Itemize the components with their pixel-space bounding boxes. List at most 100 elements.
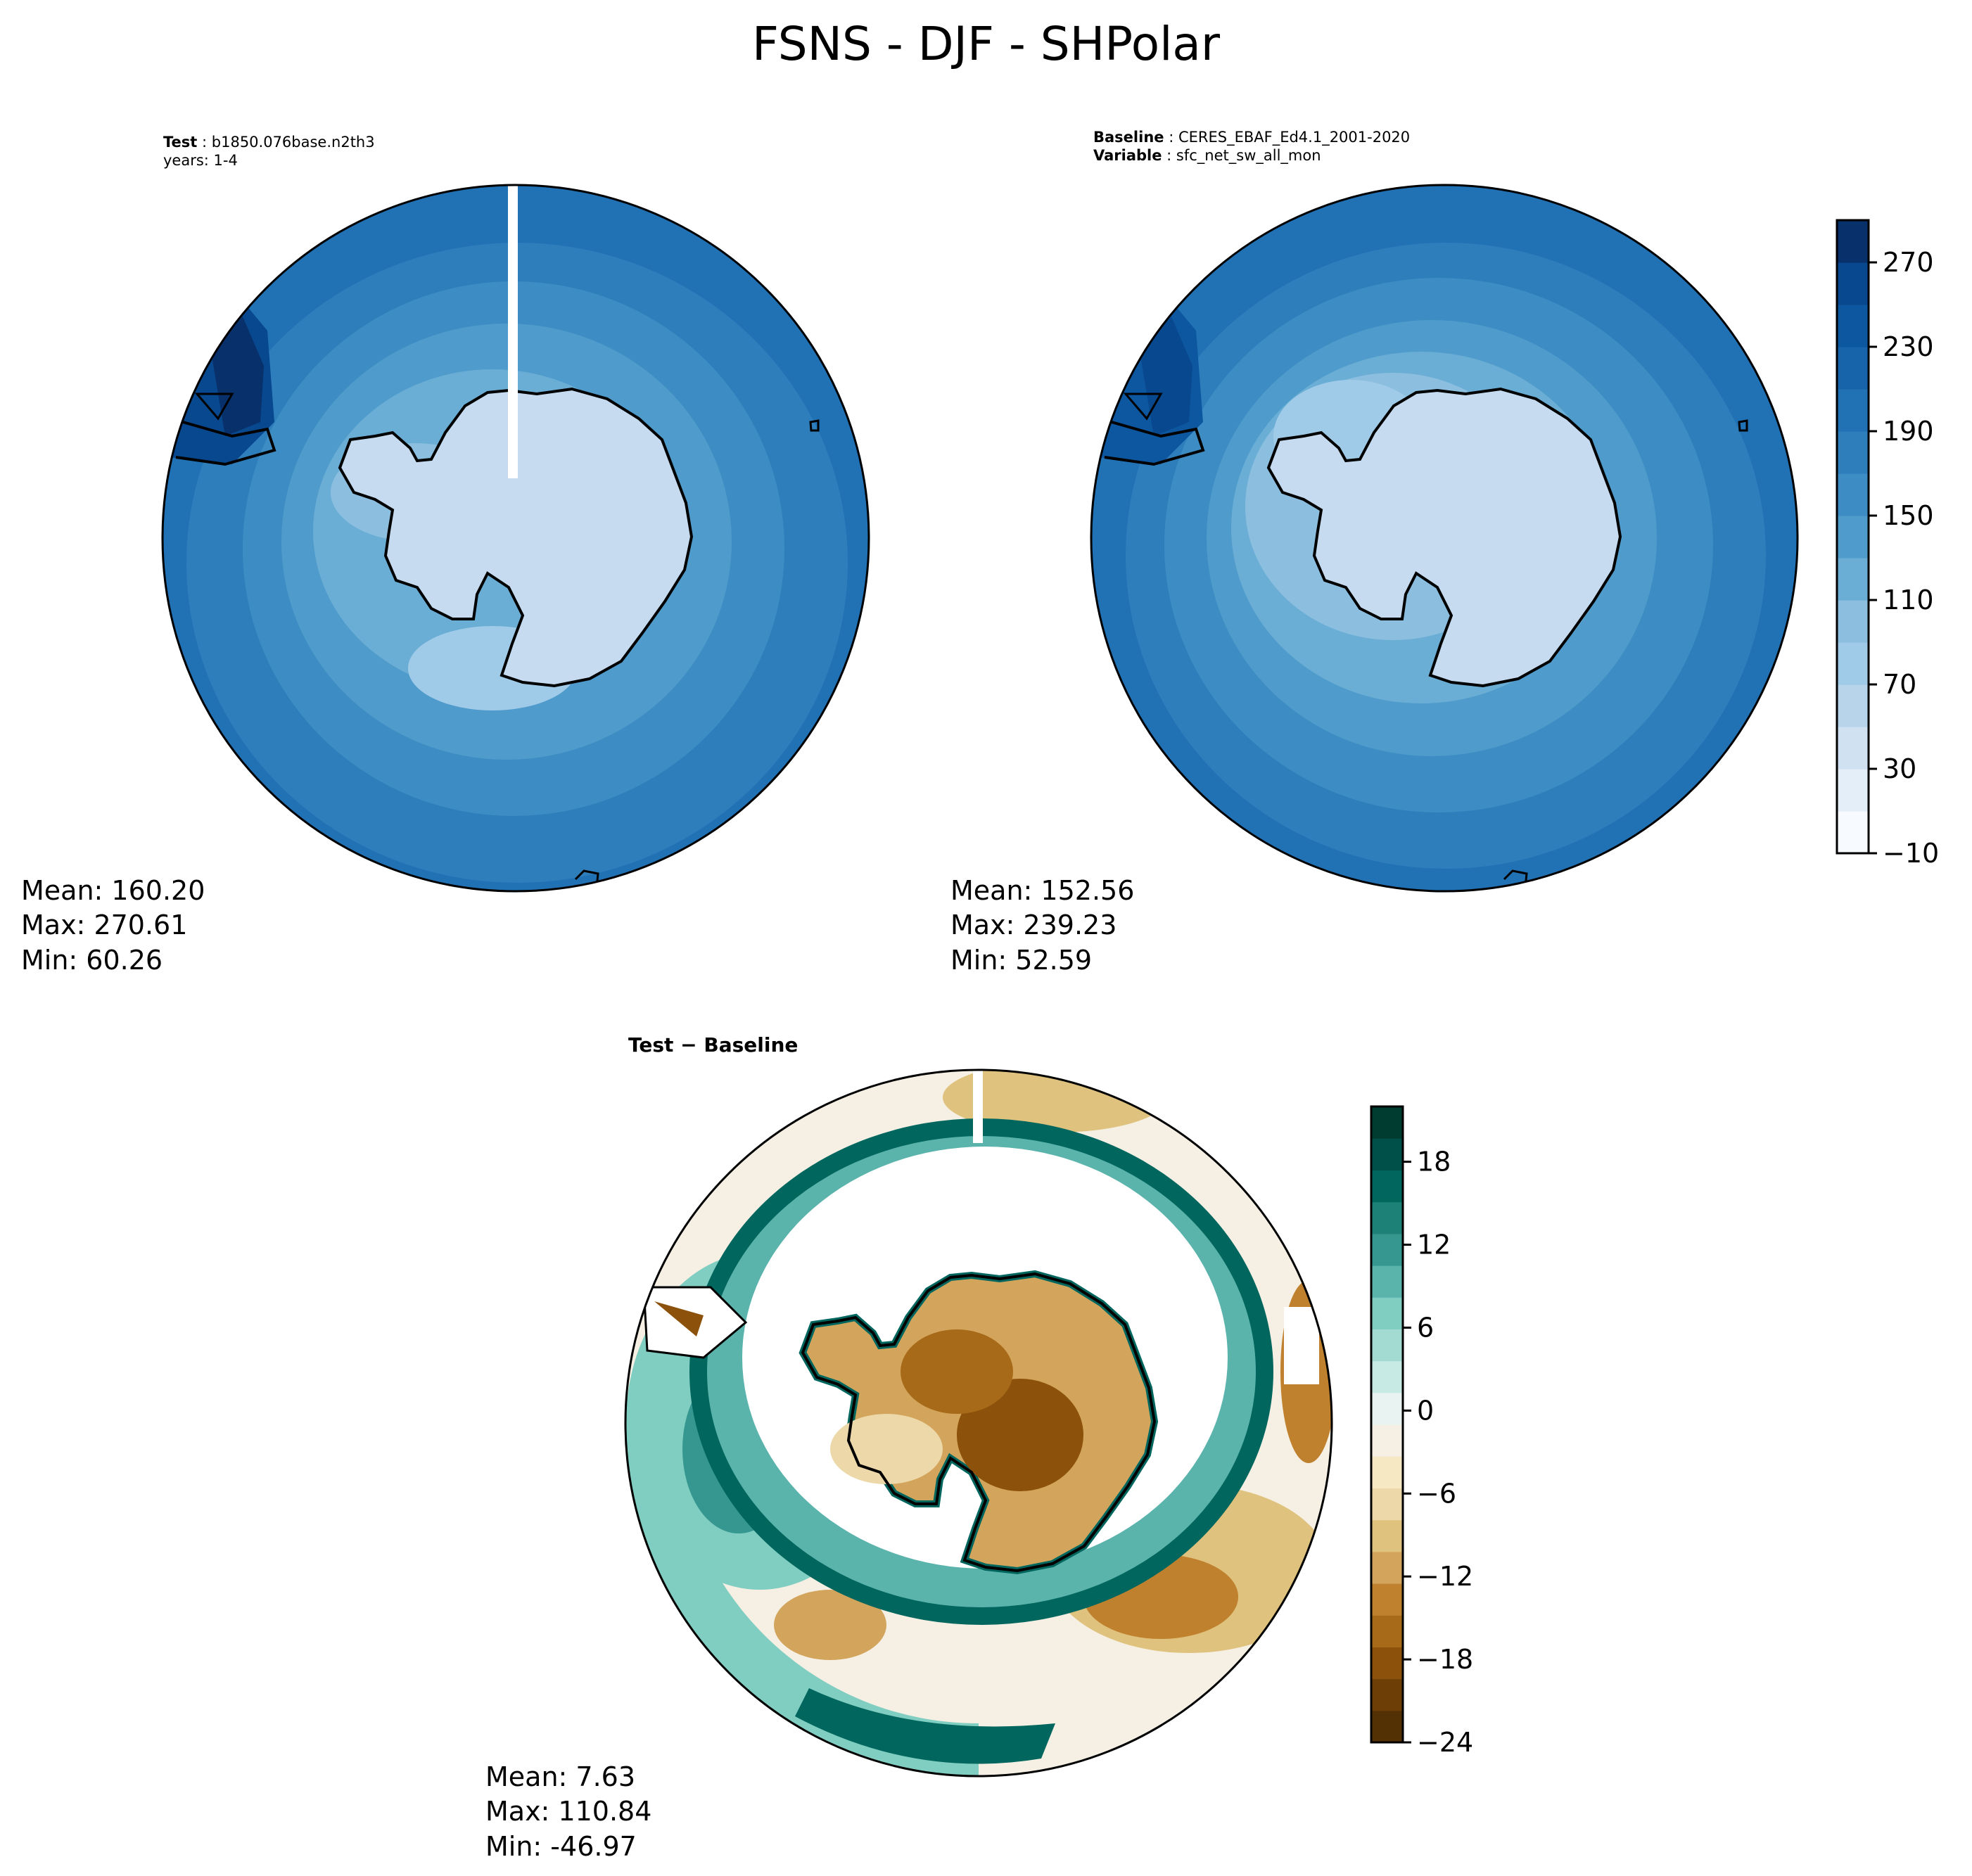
blues-colorbar-segment [1837,262,1869,305]
brbg-colorbar-segment [1371,1265,1403,1298]
diff-zone-southwest-brown [774,1590,886,1660]
blues-colorbar-segment [1837,516,1869,559]
test-stats: Mean: 160.20 Max: 270.61 Min: 60.26 [21,874,205,978]
brbg-colorbar-segment [1371,1551,1403,1584]
diff-mean: Mean: 7.63 [485,1761,636,1792]
baseline-metadata: Baseline : CERES_EBAF_Ed4.1_2001-2020 Va… [1093,129,1411,165]
diff-zone-continent-dark [957,1379,1083,1491]
blues-colorbar-segment [1837,220,1869,263]
test-coast-south-america [175,421,276,466]
diff-stats: Mean: 7.63 Max: 110.84 Min: -46.97 [485,1760,651,1864]
diff-zone-continent-mid [901,1329,1013,1414]
brbg-colorbar-segment [1371,1201,1403,1234]
diff-min: Min: -46.97 [485,1830,637,1862]
blues-colorbar-tick-label: 270 [1883,247,1934,278]
diff-zone-patagonia [654,1301,704,1336]
blues-colorbar-tick-label: −10 [1883,838,1939,869]
brbg-colorbar-tick-label: 6 [1417,1312,1434,1343]
baseline-label-value: CERES_EBAF_Ed4.1_2001-2020 [1178,129,1411,146]
blues-colorbar-segment [1837,431,1869,474]
brbg-colorbar-frame [1370,1105,1404,1744]
brbg-colorbar-segment [1371,1329,1403,1362]
diff-max: Max: 110.84 [485,1796,652,1827]
blues-colorbar-segment [1837,600,1869,643]
diff-map-border [624,1068,1333,1778]
blues-colorbar-segment [1837,769,1869,812]
blues-colorbar-segment [1837,305,1869,347]
blues-colorbar-segment [1837,473,1869,516]
baseline-map [1090,184,1799,893]
baseline-label-key: Baseline [1093,129,1164,146]
test-missing-strip [508,185,518,478]
blues-colorbar-segment [1837,684,1869,727]
baseline-min: Min: 52.59 [950,944,1093,976]
brbg-colorbar-segment [1371,1583,1403,1616]
blues-colorbar-tick-label: 150 [1883,500,1934,531]
brbg-colorbar-segment [1371,1392,1403,1425]
baseline-map-border [1090,184,1799,893]
brbg-colorbar-segment [1371,1519,1403,1552]
brbg-colorbar-segment [1371,1678,1403,1711]
baseline-island-east [1738,419,1748,432]
brbg-colorbar-segment [1371,1138,1403,1170]
test-mean: Mean: 160.20 [21,875,205,906]
brbg-colorbar-segment [1371,1233,1403,1266]
test-max: Max: 270.61 [21,910,188,941]
blues-colorbar-segment [1837,727,1869,770]
test-metadata: Test : b1850.076base.n2th3 years: 1-4 [163,134,375,170]
brbg-colorbar-segment [1371,1488,1403,1521]
test-min: Min: 60.26 [21,944,163,976]
blues-colorbar-segment [1837,389,1869,432]
test-years: years: 1-4 [163,152,238,170]
blues-colorbar-tick-label: 30 [1883,753,1916,784]
baseline-stats: Mean: 152.56 Max: 239.23 Min: 52.59 [950,874,1134,978]
brbg-colorbar-segment [1371,1297,1403,1329]
blues-colorbar-segment [1837,642,1869,685]
baseline-max: Max: 239.23 [950,910,1117,941]
brbg-colorbar-tick-label: −12 [1417,1561,1473,1592]
diff-missing-strip [973,1070,983,1143]
test-label-key: Test [163,134,198,151]
brbg-colorbar-tick-label: 0 [1417,1395,1434,1426]
blues-colorbar-segment [1837,347,1869,390]
diff-zone-east-island [1284,1307,1319,1384]
brbg-colorbar-segment [1371,1170,1403,1203]
baseline-coast-south-america [1104,421,1205,466]
diff-colorbar: 18 12 6 0 −6 −12 −18 −24 [1370,1105,1473,1758]
diff-zone-continent-light [830,1414,943,1484]
test-coast-patagonia [194,393,234,421]
brbg-colorbar-segment [1371,1615,1403,1647]
test-label-value: b1850.076base.n2th3 [211,134,375,151]
blues-colorbar-segment [1837,811,1869,854]
blues-colorbar-segment [1837,558,1869,601]
diff-map [624,1068,1333,1778]
baseline-coast-patagonia [1123,393,1163,421]
test-map-border [161,184,870,893]
baseline-variable-value: sfc_net_sw_all_mon [1176,147,1321,165]
baseline-colorbar: 270 230 190 150 110 70 30 −10 [1836,219,1939,869]
brbg-colorbar-segment [1371,1647,1403,1680]
baseline-variable-key: Variable [1093,147,1162,165]
diff-zone-rim-south [795,1688,1055,1764]
baseline-mean: Mean: 152.56 [950,875,1135,906]
blues-colorbar-tick-label: 190 [1883,416,1934,447]
brbg-colorbar-segment [1371,1456,1403,1488]
brbg-colorbar-tick-label: −24 [1417,1727,1473,1758]
blues-colorbar-tick-label: 110 [1883,585,1934,615]
test-island-east [809,419,820,432]
brbg-colorbar-segment [1371,1360,1403,1393]
figure-title: FSNS - DJF - SHPolar [751,17,1221,71]
diff-title: Test − Baseline [628,1033,799,1057]
blues-colorbar-tick-label: 70 [1883,669,1916,700]
brbg-colorbar-tick-label: 12 [1417,1230,1451,1261]
brbg-colorbar-segment [1371,1710,1403,1743]
brbg-colorbar-tick-label: 18 [1417,1147,1451,1178]
blues-colorbar-frame [1836,219,1870,855]
brbg-colorbar-tick-label: −6 [1417,1478,1456,1509]
test-map [161,184,870,893]
brbg-colorbar-segment [1371,1106,1403,1139]
brbg-colorbar-segment [1371,1424,1403,1457]
blues-colorbar-tick-label: 230 [1883,331,1934,362]
